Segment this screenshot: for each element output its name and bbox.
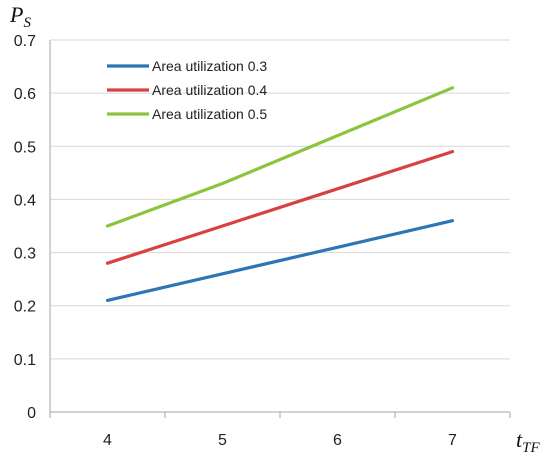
legend-entry: Area utilization 0.5 bbox=[152, 106, 267, 122]
y-tick-label: 0.3 bbox=[14, 246, 36, 263]
gridlines bbox=[49, 39, 510, 413]
y-tick-label: 0 bbox=[27, 405, 36, 422]
y-tick-label: 0.4 bbox=[14, 192, 36, 209]
x-axis-label: tTF bbox=[516, 427, 540, 456]
series-line bbox=[105, 219, 455, 302]
y-tick-label: 0.5 bbox=[14, 139, 36, 156]
x-tick-label: 5 bbox=[218, 432, 227, 449]
y-tick-label: 0.2 bbox=[14, 299, 36, 316]
x-tick-label: 4 bbox=[103, 432, 112, 449]
x-tick-label: 7 bbox=[448, 432, 457, 449]
legend: Area utilization 0.3 Area utilization 0.4… bbox=[107, 58, 267, 122]
series-lines bbox=[105, 86, 455, 302]
y-tick-label: 0.7 bbox=[14, 33, 36, 50]
y-axis-label: PS bbox=[9, 2, 31, 31]
y-axis-ticks: 0 0.1 0.2 0.3 0.4 0.5 0.6 0.7 bbox=[14, 33, 36, 422]
legend-entry: Area utilization 0.4 bbox=[152, 82, 267, 98]
legend-entry: Area utilization 0.3 bbox=[152, 58, 267, 74]
series-line bbox=[105, 150, 455, 265]
y-tick-label: 0.1 bbox=[14, 352, 36, 369]
series-line bbox=[105, 86, 455, 228]
y-tick-label: 0.6 bbox=[14, 86, 36, 103]
x-tick-label: 6 bbox=[333, 432, 342, 449]
x-axis-ticks: 4 5 6 7 bbox=[49, 412, 511, 449]
